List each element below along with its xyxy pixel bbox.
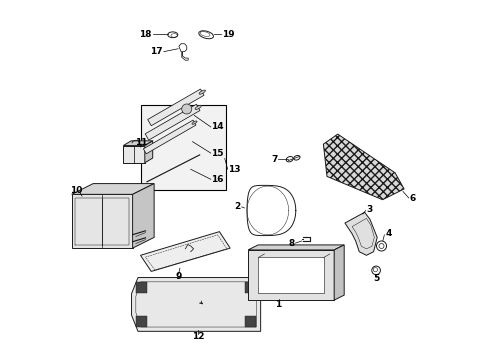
- Text: 10: 10: [70, 186, 82, 195]
- Text: 12: 12: [191, 332, 203, 341]
- Polygon shape: [344, 212, 376, 255]
- Polygon shape: [323, 134, 403, 200]
- Polygon shape: [123, 141, 152, 145]
- Text: 11: 11: [135, 138, 147, 147]
- Text: 16: 16: [211, 175, 223, 184]
- Text: 5: 5: [372, 274, 379, 283]
- Bar: [136, 316, 147, 327]
- Text: 6: 6: [408, 194, 415, 203]
- Polygon shape: [333, 245, 344, 300]
- Polygon shape: [247, 250, 333, 300]
- Text: 19: 19: [221, 30, 234, 39]
- Text: 4: 4: [384, 229, 391, 238]
- Bar: [244, 316, 256, 327]
- FancyBboxPatch shape: [141, 105, 225, 190]
- Text: 18: 18: [139, 30, 152, 39]
- Text: 8: 8: [288, 239, 294, 248]
- Text: 2: 2: [234, 202, 241, 211]
- Polygon shape: [258, 257, 323, 293]
- Polygon shape: [132, 184, 154, 248]
- Polygon shape: [145, 104, 200, 140]
- Ellipse shape: [195, 105, 201, 109]
- Polygon shape: [123, 145, 144, 163]
- Circle shape: [182, 104, 191, 114]
- Text: 15: 15: [211, 149, 223, 158]
- Polygon shape: [143, 120, 196, 154]
- Bar: [244, 282, 256, 293]
- Text: 14: 14: [211, 122, 224, 131]
- Polygon shape: [72, 184, 154, 194]
- Polygon shape: [247, 245, 344, 250]
- Text: 1: 1: [275, 300, 281, 309]
- Text: 17: 17: [150, 47, 163, 56]
- Polygon shape: [131, 278, 260, 331]
- Polygon shape: [140, 231, 230, 271]
- Polygon shape: [147, 89, 203, 126]
- Text: 13: 13: [228, 165, 241, 174]
- Polygon shape: [72, 194, 132, 248]
- Polygon shape: [144, 141, 152, 163]
- Text: 3: 3: [366, 205, 372, 214]
- Text: 7: 7: [270, 155, 277, 164]
- Bar: [136, 282, 147, 293]
- Ellipse shape: [199, 90, 205, 94]
- Ellipse shape: [192, 121, 197, 124]
- Text: 9: 9: [175, 271, 182, 280]
